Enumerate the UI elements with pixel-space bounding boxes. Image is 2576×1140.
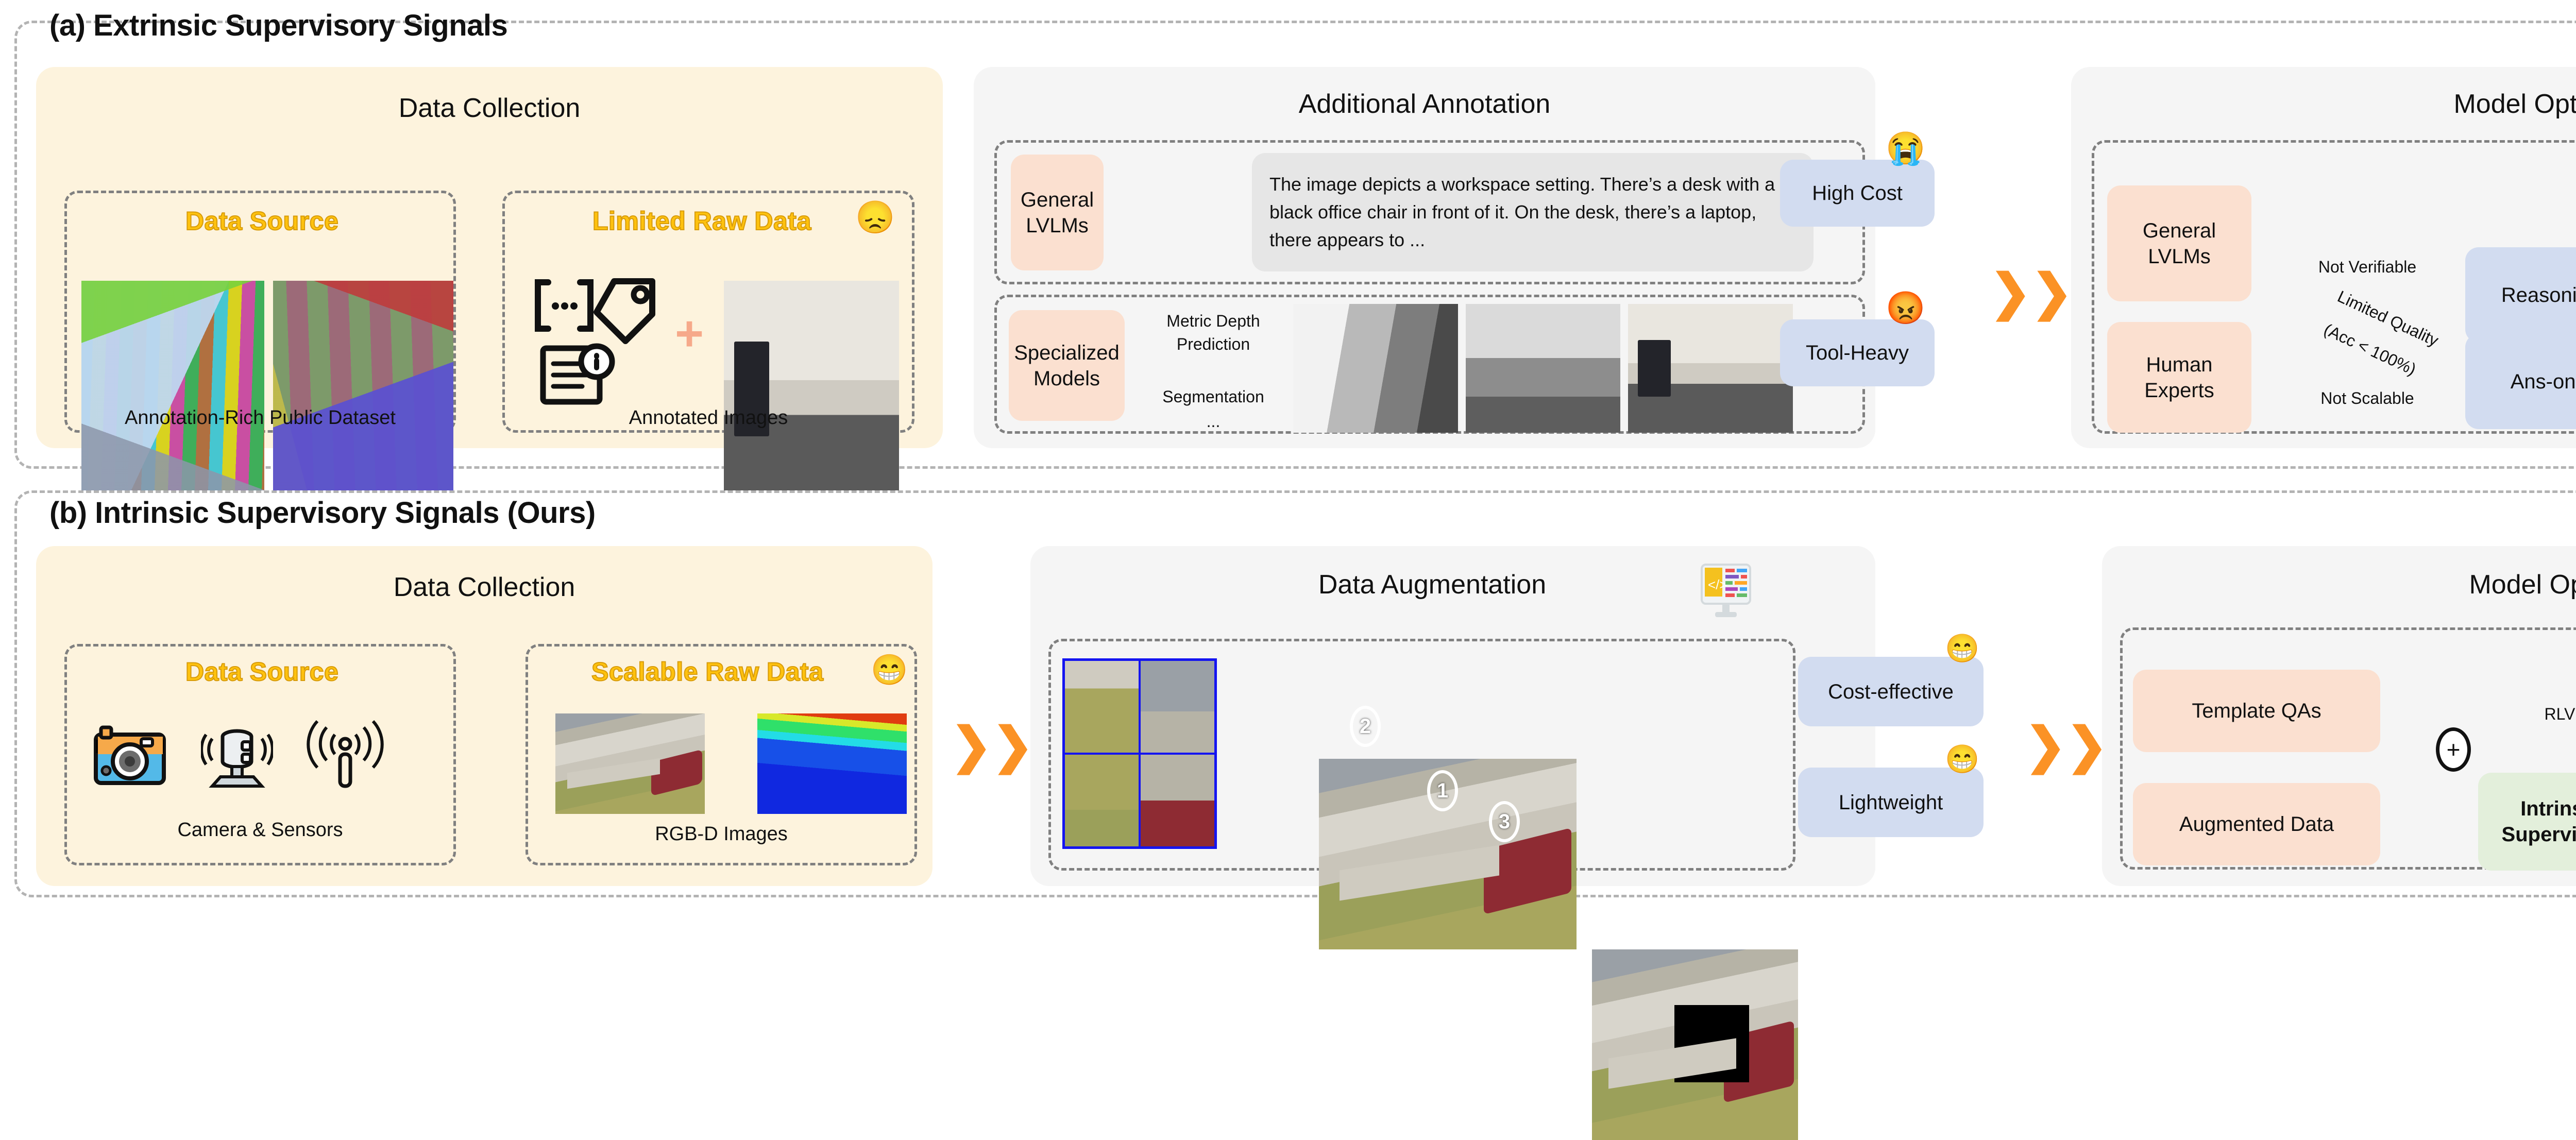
drawback-high-cost: High Cost xyxy=(1780,160,1935,227)
svg-text:</>: </> xyxy=(1708,577,1727,592)
marker-1: 1 xyxy=(1427,770,1458,811)
target-reasoning-qas: Reasoning QAs xyxy=(2465,247,2576,343)
grinning-squinting-face-emoji-1: 😁 xyxy=(871,653,908,687)
camera-icon xyxy=(94,725,166,785)
plus-sign: + xyxy=(675,306,704,361)
black-patch-occlusion xyxy=(1674,1005,1749,1082)
input-template-qas: Template QAs xyxy=(2133,670,2380,752)
lidar-sensor-icon xyxy=(201,729,273,788)
merge-node: + xyxy=(2436,727,2471,772)
intrinsic-supervision-box: Intrinsic Supervision xyxy=(2478,773,2576,871)
segmentation-image-1 xyxy=(81,281,264,497)
task-prediction: Prediction xyxy=(1176,335,1250,353)
rgb-image xyxy=(555,713,705,814)
a-limited-raw-data-title: Limited Raw Data xyxy=(592,206,811,236)
segmentation-output-image xyxy=(1466,304,1620,433)
benefit-lightweight: Lightweight xyxy=(1798,768,1984,837)
stage-b-model-optimization-title: Model Optimization xyxy=(2469,570,2576,600)
frowning-face-emoji: 😞 xyxy=(855,200,895,235)
edge-not-scalable: Not Scalable xyxy=(2320,389,2414,407)
stage-b-data-augmentation-title: Data Augmentation xyxy=(1318,570,1547,600)
target-ans-only-qas: Ans-only QAs xyxy=(2465,334,2576,429)
a-annotated-images-caption: Annotated Images xyxy=(629,407,788,429)
radio-antenna-icon xyxy=(307,720,384,788)
panel-a-title: (a) Extrinsic Supervisory Signals xyxy=(49,9,508,42)
augmented-image-quadrants xyxy=(1062,658,1217,849)
lvlm-caption-output: The image depicts a workspace setting. T… xyxy=(1252,153,1814,271)
stage-a-model-optimization-title: Model Optimization xyxy=(2453,89,2576,119)
marker-3: 3 xyxy=(1489,801,1520,842)
general-lvlms-box: General LVLMs xyxy=(1011,155,1104,270)
chevron-a: ❯❯ xyxy=(1990,265,2073,320)
depth-image xyxy=(757,713,907,814)
merge-plus-label: + xyxy=(2446,736,2461,763)
loudly-crying-face-emoji: 😭 xyxy=(1886,131,1926,166)
task-metric-depth: Metric Depth xyxy=(1166,312,1260,330)
task-ellipsis: ... xyxy=(1206,412,1221,431)
b-model-opt-inner-box xyxy=(2120,627,2576,870)
stage-a-data-collection-title: Data Collection xyxy=(398,93,581,123)
panel-b-title: (b) Intrinsic Supervisory Signals (Ours) xyxy=(49,496,596,530)
segmentation-image-2 xyxy=(273,281,453,497)
task-segmentation: Segmentation xyxy=(1162,387,1264,406)
b-data-source-box xyxy=(64,644,456,865)
code-monitor-icon: </> xyxy=(1701,564,1751,617)
b-train-rlvr-label: RLVR xyxy=(2544,705,2576,723)
stage-a-additional-annotation-title: Additional Annotation xyxy=(1298,89,1551,119)
a-data-source-title: Data Source xyxy=(185,206,339,236)
a-limited-raw-data-box xyxy=(502,191,914,433)
b-data-source-title: Data Source xyxy=(185,657,339,687)
b-scalable-raw-data-title: Scalable Raw Data xyxy=(591,657,824,687)
a-data-source-caption: Annotation-Rich Public Dataset xyxy=(125,407,396,429)
stage-b-data-collection-title: Data Collection xyxy=(393,572,575,602)
chevron-b2: ❯❯ xyxy=(2025,718,2108,773)
source-general-lvlms: General LVLMs xyxy=(2107,185,2251,301)
source-human-experts: Human Experts xyxy=(2107,322,2251,433)
grinning-squinting-face-emoji-3: 😁 xyxy=(1945,744,1980,775)
specialized-models-box: Specialized Models xyxy=(1009,310,1125,421)
augmented-image-occluded xyxy=(1592,949,1798,1140)
edge-not-verifiable: Not Verifiable xyxy=(2318,258,2417,276)
chevron-b1: ❯❯ xyxy=(951,718,1033,773)
drawback-tool-heavy: Tool-Heavy xyxy=(1780,319,1935,386)
marker-2: 2 xyxy=(1350,706,1381,747)
a-model-opt-inner-box xyxy=(2092,140,2576,434)
b-rgbd-caption: RGB-D Images xyxy=(655,823,788,845)
annotation-tag-icons xyxy=(535,278,655,405)
b-data-source-caption: Camera & Sensors xyxy=(177,819,343,841)
benefit-cost-effective: Cost-effective xyxy=(1798,657,1984,726)
b-scalable-raw-data-box xyxy=(526,644,917,865)
depth-output-image xyxy=(1293,304,1458,433)
grinning-squinting-face-emoji-2: 😁 xyxy=(1945,633,1980,664)
annotated-image-photo xyxy=(724,281,899,497)
input-augmented-data: Augmented Data xyxy=(2133,783,2380,865)
angry-face-emoji: 😡 xyxy=(1886,291,1926,326)
source-room-image xyxy=(1628,304,1793,433)
